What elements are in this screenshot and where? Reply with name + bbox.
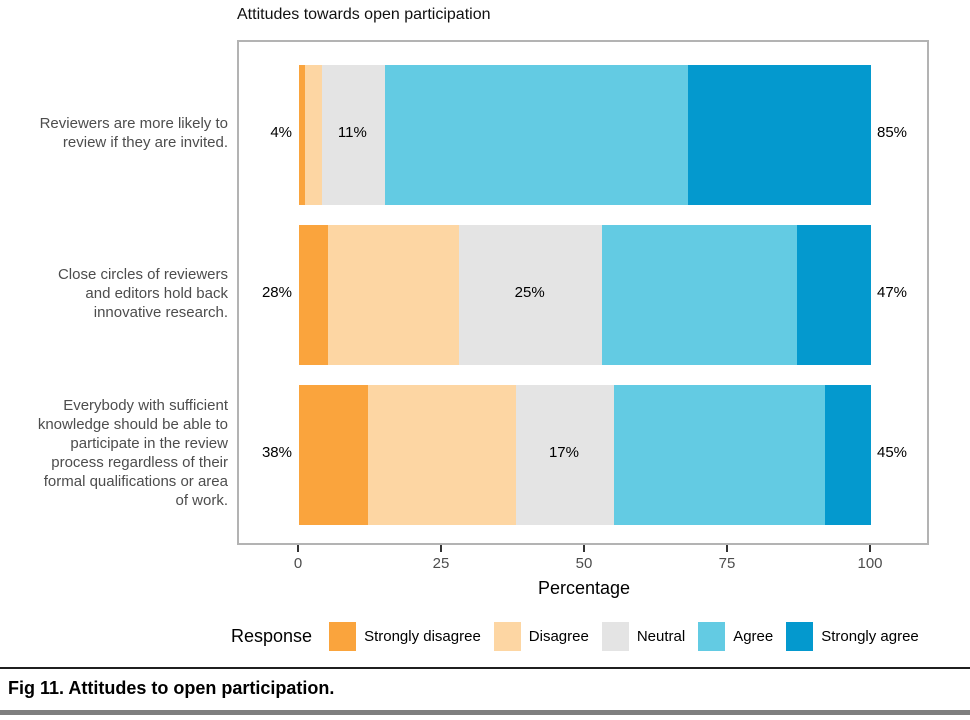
bar-segment-neutral [459, 225, 603, 365]
legend-entry-strongly-agree: Strongly agree [786, 621, 919, 651]
caption-bottom-rule [0, 710, 970, 715]
bar-segment-disagree [304, 65, 322, 205]
legend-label-strongly-agree: Strongly agree [821, 627, 919, 645]
bar-segment-strongly-disagree [299, 385, 368, 525]
pct-label-neutral: 11% [337, 124, 367, 141]
legend-swatch-strongly-agree [786, 621, 814, 651]
legend-entry-neutral: Neutral [601, 621, 686, 651]
x-tick-mark [869, 545, 871, 552]
statement-line: knowledge should be able to [37, 416, 228, 433]
legend-swatch-disagree [493, 621, 521, 651]
x-tick-label: 100 [857, 555, 883, 572]
legend-entry-agree: Agree [698, 621, 774, 651]
pct-label-disagree-total: 4% [270, 124, 292, 141]
bar-segment-strongly-agree [687, 65, 871, 205]
row-statement-1: Reviewers are more likely to review if th… [2, 114, 228, 152]
legend-label-agree: Agree [733, 627, 774, 645]
plot-panel [237, 40, 929, 545]
bar-segment-disagree [327, 225, 460, 365]
figure-caption: Fig 11. Attitudes to open participation. [8, 678, 335, 698]
pct-label-neutral: 25% [514, 284, 545, 301]
x-axis-title: Percentage [537, 578, 631, 598]
legend-label-neutral: Neutral [636, 627, 686, 645]
bar-segment-agree [602, 225, 797, 365]
x-tick-mark [440, 545, 442, 552]
legend-label-strongly-disagree: Strongly disagree [364, 627, 481, 645]
stacked-bar-row-3 [299, 385, 871, 525]
legend: Response Strongly disagree Disagree Neutra… [231, 620, 932, 652]
legend-swatch-strongly-disagree [329, 621, 357, 651]
bar-segment-agree [384, 65, 688, 205]
statement-line: Reviewers are more likely to [39, 115, 228, 132]
bar-segment-agree [613, 385, 826, 525]
legend-swatch-agree [698, 621, 726, 651]
x-tick-label: 50 [575, 555, 593, 572]
chart-title: Attitudes towards open participation [237, 6, 491, 23]
pct-label-agree-total: 45% [877, 444, 908, 461]
x-tick-label: 0 [293, 555, 303, 572]
x-tick-mark [297, 545, 299, 552]
x-tick-label: 25 [432, 555, 450, 572]
statement-line: innovative research. [93, 303, 228, 321]
legend-title: Response [231, 625, 313, 646]
caption-top-rule [0, 667, 970, 669]
bar-segment-strongly-disagree [299, 225, 328, 365]
pct-label-disagree-total: 28% [261, 284, 292, 301]
stacked-bar-row-2 [299, 225, 871, 365]
stacked-bar-row-1 [299, 65, 871, 205]
bar-segment-strongly-disagree [299, 65, 305, 205]
bar-segment-strongly-agree [796, 225, 871, 365]
legend-label-disagree: Disagree [528, 627, 589, 645]
statement-line: of work. [175, 492, 228, 509]
statement-line: Close circles of reviewers [57, 265, 228, 283]
bar-segment-disagree [367, 385, 517, 525]
row-statement-3: Everybody with sufficient knowledge shoul… [2, 396, 228, 510]
bar-segment-neutral [516, 385, 614, 525]
legend-entry-strongly-disagree: Strongly disagree [329, 621, 481, 651]
pct-label-disagree-total: 38% [261, 444, 292, 461]
statement-line: formal qualifications or area [43, 473, 228, 490]
bar-segment-neutral [321, 65, 385, 205]
row-statement-2: Close circles of reviewers and editors ho… [2, 265, 228, 322]
bar-segment-strongly-agree [825, 385, 871, 525]
legend-swatch-neutral [601, 621, 629, 651]
statement-line: Everybody with sufficient [63, 397, 228, 414]
pct-label-neutral: 17% [548, 444, 579, 461]
x-tick-mark [583, 545, 585, 552]
pct-label-agree-total: 47% [877, 284, 908, 301]
x-tick-mark [726, 545, 728, 552]
legend-entry-disagree: Disagree [493, 621, 589, 651]
statement-line: and editors hold back [85, 284, 228, 302]
x-tick-label: 75 [718, 555, 736, 572]
pct-label-agree-total: 85% [877, 124, 908, 141]
statement-line: participate in the review [70, 435, 228, 452]
statement-line: process regardless of their [51, 454, 228, 471]
statement-line: review if they are invited. [62, 134, 228, 151]
